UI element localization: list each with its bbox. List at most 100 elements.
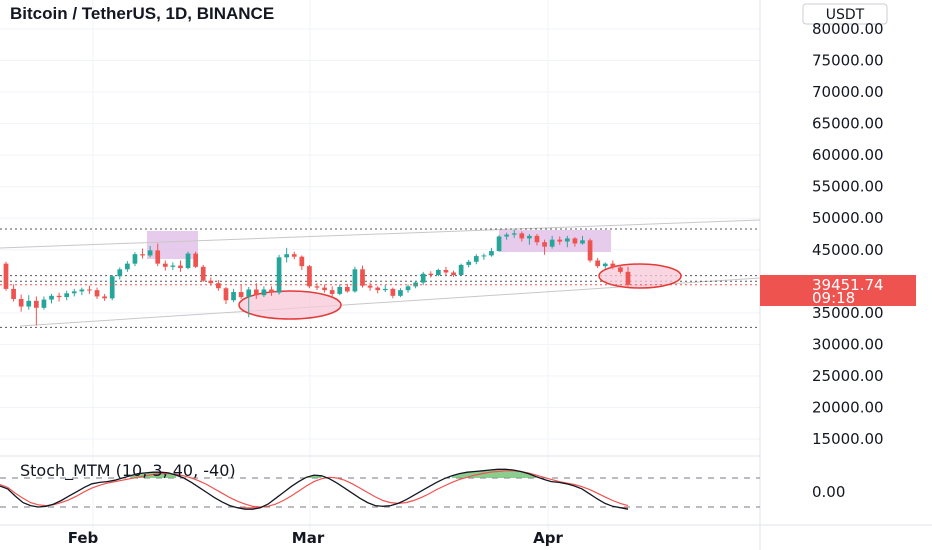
candle (329, 286, 335, 298)
currency-label: USDT (826, 7, 865, 23)
candle (41, 296, 47, 310)
candle (102, 293, 107, 301)
candle (246, 286, 252, 318)
candle (375, 286, 381, 294)
currency-badge[interactable]: USDT (802, 3, 888, 25)
candle (3, 261, 9, 291)
chart-title: Bitcoin / TetherUS, 1D, BINANCE (10, 4, 274, 23)
candle (18, 294, 24, 312)
candle (587, 238, 593, 263)
stoch-mtm-pane (0, 468, 760, 510)
candle (481, 253, 487, 260)
candle (33, 296, 39, 326)
candle (610, 260, 616, 270)
price-tick-label: 15000.00 (812, 430, 884, 448)
candle (466, 259, 472, 268)
candle (125, 261, 130, 272)
price-tick-label: 70000.00 (812, 83, 884, 101)
candle (299, 255, 305, 270)
candle (595, 257, 601, 269)
candle (170, 262, 176, 270)
vertical-grid (92, 0, 549, 530)
indicator-title: Stoch_MTM (10, 3, 40, -40) (20, 461, 236, 481)
candle (140, 248, 145, 259)
price-tick-label: 30000.00 (812, 335, 884, 353)
horizontal-levels (0, 228, 760, 328)
candle (618, 264, 623, 274)
candle (193, 251, 198, 269)
candle (496, 235, 502, 252)
price-tick-label: 45000.00 (812, 241, 884, 259)
candle (64, 290, 70, 301)
candle (291, 251, 297, 260)
candle (71, 288, 77, 297)
candle (504, 232, 509, 240)
candle (382, 285, 388, 293)
price-tick-label: 60000.00 (812, 146, 884, 164)
price-tick-label: 65000.00 (812, 115, 884, 133)
candle (216, 280, 221, 291)
candle (473, 254, 479, 265)
candle (451, 270, 456, 277)
price-tick-label: 80000.00 (812, 20, 884, 38)
indicator-axis-label: 0.00 (812, 483, 845, 501)
candle (56, 292, 62, 302)
candle (49, 293, 54, 304)
candle (405, 284, 411, 293)
candle (420, 271, 426, 286)
candle (231, 288, 236, 303)
candle (580, 235, 585, 245)
candle (557, 236, 563, 245)
candle (625, 266, 631, 287)
candle (261, 286, 267, 298)
time-axis[interactable]: Feb Mar Apr (68, 529, 564, 547)
candle (269, 286, 274, 296)
resistance-box-2[interactable] (499, 230, 611, 252)
candle (223, 286, 229, 305)
time-label-mar: Mar (292, 529, 325, 547)
candle (489, 247, 494, 257)
candle (322, 284, 327, 293)
candle (109, 275, 115, 301)
candle (238, 285, 244, 299)
price-axis[interactable]: 80000.00 75000.00 70000.00 65000.00 60000.00… (812, 20, 884, 448)
candle (337, 284, 343, 296)
upper-trendline[interactable] (0, 219, 761, 249)
candle (200, 264, 206, 282)
candle (564, 235, 570, 248)
candle (443, 266, 449, 276)
stoch-main-line (0, 468, 629, 510)
last-price-tag: 39451.74 09:18 (760, 275, 916, 307)
price-tick-label: 50000.00 (812, 209, 884, 227)
candle (390, 287, 396, 299)
candle (185, 251, 191, 270)
candle (147, 245, 153, 258)
candle (178, 260, 183, 272)
candle (307, 264, 312, 289)
candle (117, 267, 123, 280)
candle (367, 282, 373, 291)
candle (519, 231, 525, 242)
candle (458, 263, 464, 276)
price-tick-label: 35000.00 (812, 304, 884, 322)
candle (549, 235, 555, 249)
candle (276, 254, 282, 295)
candle (352, 266, 358, 293)
price-tick-label: 55000.00 (812, 178, 884, 196)
candle (602, 262, 608, 269)
candle (534, 234, 540, 246)
bar-countdown: 09:18 (812, 289, 855, 307)
price-tick-label: 25000.00 (812, 367, 884, 385)
candle (132, 252, 138, 267)
support-ellipse-1[interactable] (238, 290, 342, 320)
candle (94, 287, 100, 299)
candle (162, 260, 168, 271)
candle (428, 271, 434, 278)
time-label-feb: Feb (68, 529, 99, 547)
horizontal-grid (0, 28, 760, 440)
price-tick-label: 20000.00 (812, 398, 884, 416)
candle (79, 287, 85, 296)
candle (360, 265, 365, 288)
candle (26, 295, 32, 310)
